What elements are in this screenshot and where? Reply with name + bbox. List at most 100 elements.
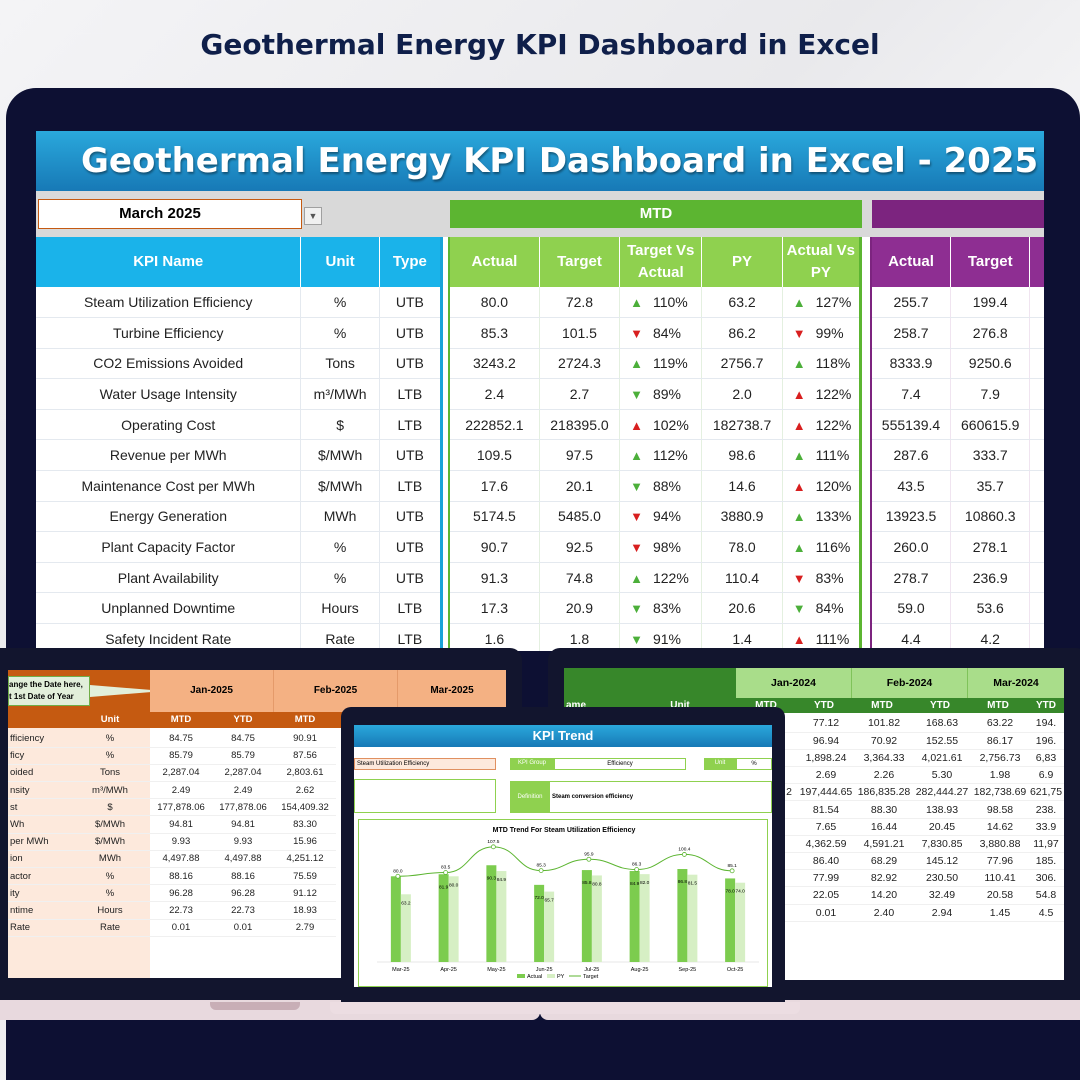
triangle-down-icon: ▼ xyxy=(792,325,806,341)
kpi-unit-cell: Hours xyxy=(300,592,380,625)
triangle-down-icon: ▼ xyxy=(630,509,643,525)
mtd-tva-cell: ▼ 83% xyxy=(619,592,703,625)
mtd-actual-cell: 1.6 xyxy=(449,623,540,651)
py-sheet-cell: 0.01 xyxy=(796,904,856,922)
target-point xyxy=(490,844,496,850)
left-sheet-row: nsity m³/MWh 2.49 2.49 2.62 xyxy=(8,781,336,800)
mtd-py-cell: 2756.7 xyxy=(701,348,783,380)
actual-bar xyxy=(581,870,592,962)
header-unit: Unit xyxy=(300,237,380,287)
actual-bar xyxy=(486,865,497,962)
py-data-label: 74.0 xyxy=(735,889,745,895)
kpi-unit-cell: Rate xyxy=(300,623,380,651)
legend-py-swatch xyxy=(547,974,555,978)
triangle-down-icon: ▼ xyxy=(630,601,643,617)
py-sheet-cell: 110.41 xyxy=(972,869,1028,888)
header-mtd-actual: Actual xyxy=(449,237,540,287)
mtd-avp-cell: ▼ 83% xyxy=(782,562,862,594)
avp-value: 84% xyxy=(815,600,844,617)
chart-title: MTD Trend For Steam Utilization Efficien… xyxy=(493,827,636,834)
month-header-row: Jan-2025 Feb-2025 Mar-2025 xyxy=(150,670,506,712)
triangle-down-icon: ▼ xyxy=(630,540,643,556)
py-sheet-cell: 98.58 xyxy=(972,800,1028,819)
mtd-actual-cell: 5174.5 xyxy=(449,501,540,533)
left-sheet-cell-v1: 22.73 xyxy=(150,901,212,920)
kpi-type-cell: UTB xyxy=(379,562,443,594)
left-sheet-cell-v3: 4,251.12 xyxy=(274,850,336,869)
header-ytd-actual: Actual xyxy=(871,237,951,287)
left-sheet-table: fficiency% 84.75 84.75 90.91 ficy% 85.79 85.79… xyxy=(8,730,336,937)
py-sheet-row: 2.69 2.26 5.30 1.98 6.9 xyxy=(782,766,1064,785)
kpi-name-cell: Water Usage Intensity xyxy=(36,378,302,410)
kpi-row: Maintenance Cost per MWh $/MWh LTB xyxy=(36,470,443,502)
mtd-avp-cell: ▼ 84% xyxy=(782,592,862,625)
mtd-row: 91.3 74.8 ▲ 122% 110.4 ▼ 83% xyxy=(449,562,862,594)
left-sheet-cell-kpi: per MWh xyxy=(8,833,70,851)
center-laptop-base xyxy=(330,1002,800,1014)
actual-bar xyxy=(438,874,449,962)
avp-value: 118% xyxy=(815,355,851,372)
kpi-row: Revenue per MWh $/MWh UTB xyxy=(36,439,443,472)
mtd-target-cell: 97.5 xyxy=(539,439,621,472)
ytd-row: 59.0 53.6 xyxy=(871,592,1044,625)
chevron-down-icon[interactable]: ▼ xyxy=(304,207,322,225)
left-sheet-row: ity% 96.28 96.28 91.12 xyxy=(8,884,336,903)
trend-chart: MTD Trend For Steam Utilization Efficien… xyxy=(377,827,759,980)
py-mtd-header-1: MTD xyxy=(755,700,777,711)
py-sheet-row: 86.40 68.29 145.12 77.96 185. xyxy=(782,852,1064,871)
month-select[interactable]: March 2025 xyxy=(38,199,302,229)
ytd-more-cell xyxy=(1029,348,1044,380)
ytd-target-cell: 276.8 xyxy=(950,317,1031,349)
triangle-down-icon: ▼ xyxy=(630,325,643,341)
ytd-actual-cell: 555139.4 xyxy=(871,409,951,441)
left-sheet-cell-v2: 88.16 xyxy=(212,867,274,886)
kpi-row: Safety Incident Rate Rate LTB xyxy=(36,623,443,651)
left-sheet-cell-v2: 177,878.06 xyxy=(212,798,274,817)
py-sheet-row: 22.05 14.20 32.49 20.58 54.8 xyxy=(782,886,1064,905)
py-sheet-row: 2 197,444.65 186,835.28 282,444.27 182,738.6… xyxy=(782,783,1064,802)
ytd-more-cell xyxy=(1029,562,1044,594)
mtd-tva-cell: ▼ 84% xyxy=(619,317,703,349)
left-sheet-cell-kpi: ion xyxy=(8,850,70,869)
header-mtd-target: Target xyxy=(539,237,621,287)
mtd-target-cell: 74.8 xyxy=(539,562,621,594)
mtd-target-cell: 5485.0 xyxy=(539,501,621,533)
mtd-actual-cell: 2.4 xyxy=(449,378,540,410)
ytd-actual-cell: 8333.9 xyxy=(871,348,951,380)
left-sheet-row: Rate Rate 0.01 0.01 2.79 xyxy=(8,919,336,937)
kpi-select-dropdown[interactable]: Steam Utilization Efficiency xyxy=(354,758,496,770)
triangle-up-icon: ▲ xyxy=(792,540,806,556)
left-sheet-cell-kpi: Rate xyxy=(8,919,70,937)
ytd-target-cell: 53.6 xyxy=(950,592,1031,625)
x-tick-label: Sep-25 xyxy=(679,967,697,973)
py-sheet-cell: 33.9 xyxy=(1028,818,1064,836)
py-mtd-header-3: MTD xyxy=(987,700,1009,711)
mtd-tva-cell: ▲ 112% xyxy=(619,439,703,472)
py-sheet-cell: 5.30 xyxy=(912,766,972,785)
kpi-type-cell: UTB xyxy=(379,531,443,563)
py-ytd-header-3: YTD xyxy=(1036,700,1056,711)
ytd-more-cell xyxy=(1029,378,1044,410)
triangle-up-icon: ▲ xyxy=(792,631,806,647)
mtd-py-cell: 182738.7 xyxy=(701,409,783,441)
unit-label: Unit xyxy=(704,758,736,770)
left-sheet-cell-kpi: ntime xyxy=(8,901,70,920)
py-sheet-row: 1,898.24 3,364.33 4,021.61 2,756.73 6,83 xyxy=(782,749,1064,768)
kpi-name-cell: Unplanned Downtime xyxy=(36,592,302,625)
target-point xyxy=(729,868,735,874)
ytd-actual-cell: 255.7 xyxy=(871,287,951,319)
header-mtd-avp: Actual Vs PY xyxy=(782,237,862,287)
target-point xyxy=(395,873,401,879)
ytd-actual-cell: 43.5 xyxy=(871,470,951,502)
kpi-unit-cell: Tons xyxy=(300,348,380,380)
actual-bar xyxy=(677,869,688,962)
py-sheet-cell: 196. xyxy=(1028,732,1064,750)
ytd-more-cell xyxy=(1029,287,1044,319)
ytd-actual-cell: 7.4 xyxy=(871,378,951,410)
mtd-tva-cell: ▼ 94% xyxy=(619,501,703,533)
ytd-target-cell: 35.7 xyxy=(950,470,1031,502)
triangle-down-icon: ▼ xyxy=(792,601,806,617)
left-sheet-cell-unit: Hours xyxy=(70,901,150,920)
py-sheet-cell: 238. xyxy=(1028,800,1064,819)
mtd-row: 3243.2 2724.3 ▲ 119% 2756.7 ▲ 118% xyxy=(449,348,862,380)
